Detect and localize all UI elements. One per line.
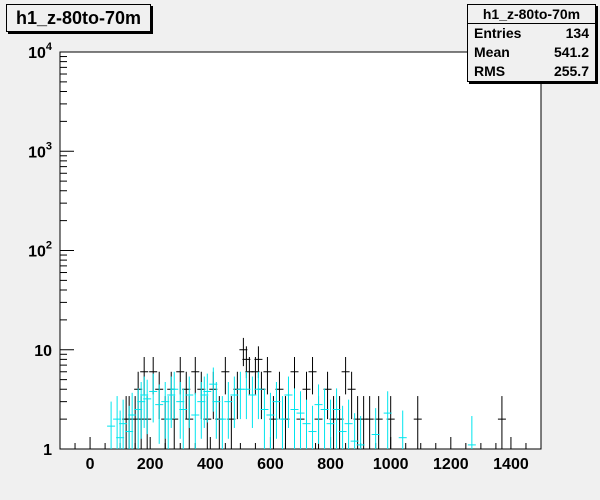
- x-tick-label: 1400: [493, 456, 529, 473]
- stats-value-mean: 541.2: [553, 44, 589, 60]
- data-point: [290, 388, 299, 449]
- y-tick-label: 10: [34, 343, 52, 360]
- stats-label-rms: RMS: [474, 63, 506, 79]
- stats-label-mean: Mean: [474, 44, 510, 60]
- data-point: [185, 376, 194, 428]
- y-tick-label: 103: [28, 140, 52, 161]
- data-point: [314, 384, 323, 444]
- axes: 0 200 400 600 800 1000 1200 1400 1 10 102 103 104: [28, 41, 529, 473]
- x-tick-label: 200: [137, 456, 164, 473]
- data-point: [170, 371, 179, 420]
- data-point: [338, 405, 347, 449]
- data-point: [344, 399, 353, 449]
- data-point: [278, 396, 287, 449]
- data-series: [107, 337, 506, 449]
- data-point: [248, 376, 257, 428]
- data-point: [326, 399, 335, 449]
- data-point: [497, 396, 506, 449]
- data-point: [413, 396, 422, 449]
- data-point: [308, 405, 317, 449]
- stats-box: h1_z-80to-70m Entries 134 Mean 541.2 RMS…: [467, 4, 596, 82]
- stats-row-mean: Mean 541.2: [468, 43, 595, 62]
- x-tick-label: 400: [197, 456, 224, 473]
- data-point: [218, 396, 227, 449]
- data-point: [179, 388, 188, 449]
- data-point: [191, 357, 200, 395]
- data-point: [143, 379, 152, 435]
- data-point: [263, 357, 272, 395]
- data-point: [191, 392, 200, 449]
- data-point: [107, 401, 116, 449]
- data-point: [254, 371, 263, 420]
- data-point: [119, 399, 128, 449]
- plot-frame: [59, 51, 542, 450]
- data-point: [308, 357, 317, 395]
- histogram-title: h1_z-80to-70m: [6, 4, 152, 32]
- data-point: [230, 376, 239, 428]
- data-point: [221, 357, 230, 395]
- stats-row-rms: RMS 255.7: [468, 62, 595, 81]
- data-point: [242, 371, 251, 420]
- x-tick-label: 0: [86, 456, 95, 473]
- data-point: [272, 382, 281, 439]
- data-point: [302, 399, 311, 449]
- data-point: [467, 416, 476, 449]
- stats-value-entries: 134: [565, 25, 589, 41]
- x-tick-label: 600: [257, 456, 284, 473]
- data-point: [266, 392, 275, 449]
- data-point: [212, 382, 221, 439]
- stats-box-title: h1_z-80to-70m: [468, 5, 595, 24]
- data-point: [332, 388, 341, 449]
- data-point: [128, 392, 137, 449]
- y-tick-label: 104: [28, 41, 53, 62]
- data-point: [320, 388, 329, 449]
- data-point: [149, 373, 158, 423]
- x-tick-label: 800: [317, 456, 344, 473]
- data-point: [356, 416, 365, 449]
- series-1: [107, 367, 476, 449]
- data-point: [155, 384, 164, 444]
- x-tick-label: 1200: [433, 456, 469, 473]
- data-point: [347, 371, 356, 420]
- data-point: [260, 388, 269, 449]
- data-point: [350, 413, 359, 449]
- data-point: [365, 396, 374, 449]
- y-tick-label: 1: [43, 442, 52, 459]
- stats-value-rms: 255.7: [553, 63, 589, 79]
- data-point: [398, 410, 407, 449]
- x-tick-label: 1000: [373, 456, 409, 473]
- data-point: [296, 391, 305, 449]
- data-point: [371, 408, 380, 449]
- y-tick-label: 102: [28, 240, 52, 261]
- data-point: [383, 391, 392, 449]
- stats-label-entries: Entries: [474, 25, 522, 41]
- histogram-title-text: h1_z-80to-70m: [16, 8, 142, 28]
- data-point: [203, 373, 212, 423]
- data-point: [284, 376, 293, 428]
- stats-row-entries: Entries 134: [468, 24, 595, 43]
- data-point: [224, 382, 233, 439]
- data-point: [290, 357, 299, 395]
- data-point: [341, 357, 350, 395]
